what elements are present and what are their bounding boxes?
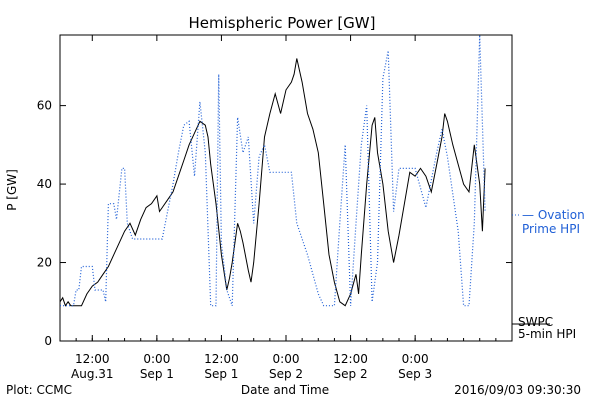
x-tick-label-time: 12:00 bbox=[75, 352, 110, 366]
y-tick-label: 20 bbox=[37, 256, 52, 270]
y-axis-label: P [GW] bbox=[5, 169, 19, 211]
ovation-prime-line bbox=[60, 34, 486, 307]
x-tick-label-date: Sep 2 bbox=[269, 367, 303, 381]
ovation-label: Prime HPI bbox=[522, 222, 580, 236]
x-tick-label-time: 12:00 bbox=[333, 352, 368, 366]
x-axis-label: Date and Time bbox=[241, 383, 329, 397]
plot-frame bbox=[59, 34, 513, 342]
x-tick-label-date: Sep 1 bbox=[140, 367, 174, 381]
swpc-hpi-line bbox=[59, 58, 486, 307]
x-tick-label-time: 0:00 bbox=[143, 352, 170, 366]
series-layer bbox=[59, 34, 486, 307]
x-tick-label-date: Sep 2 bbox=[334, 367, 368, 381]
plot-credit: Plot: CCMC bbox=[6, 383, 72, 397]
x-tick-label-time: 0:00 bbox=[402, 352, 429, 366]
x-tick-label-date: Sep 3 bbox=[398, 367, 432, 381]
swpc-label: SWPC bbox=[518, 315, 553, 329]
y-tick-label: 0 bbox=[44, 334, 52, 348]
swpc-label: 5-min HPI bbox=[518, 327, 576, 341]
ovation-label: — Ovation bbox=[522, 208, 585, 222]
plot-timestamp: 2016/09/03 09:30:30 bbox=[454, 383, 581, 397]
x-tick-label-time: 12:00 bbox=[204, 352, 239, 366]
x-tick-label-date: Aug.31 bbox=[71, 367, 114, 381]
y-axis-ticks: 0 20 40 60 bbox=[37, 99, 512, 348]
chart-title: Hemispheric Power [GW] bbox=[189, 14, 376, 32]
y-tick-label: 40 bbox=[37, 177, 52, 191]
y-tick-label: 60 bbox=[37, 99, 52, 113]
x-tick-label-date: Sep 1 bbox=[204, 367, 238, 381]
x-tick-label-time: 0:00 bbox=[273, 352, 300, 366]
